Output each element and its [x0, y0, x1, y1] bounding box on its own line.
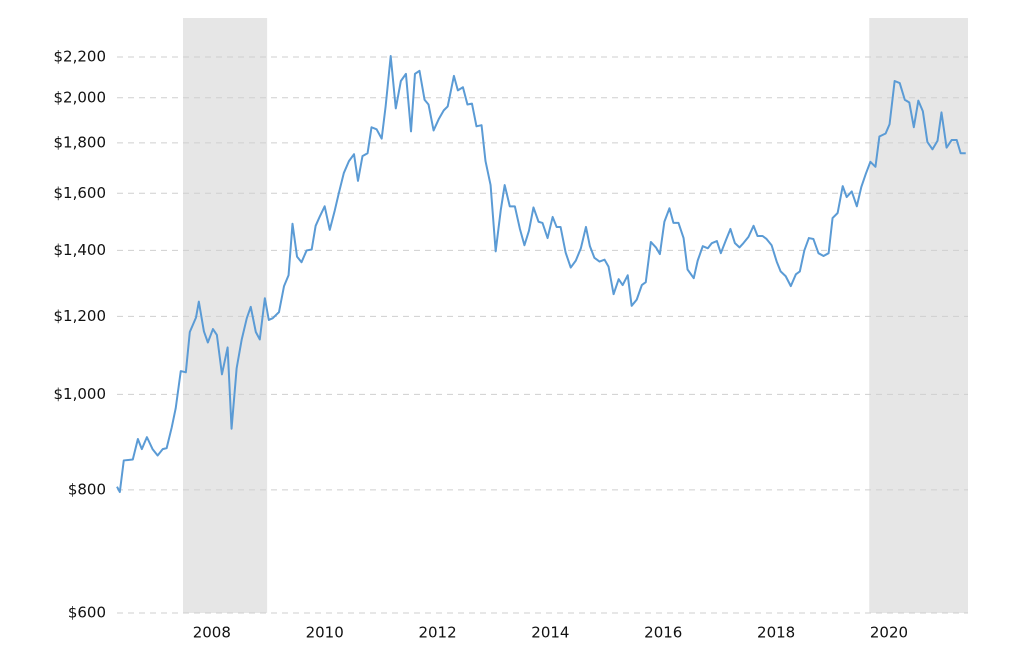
- x-tick-label: 2008: [193, 624, 231, 642]
- y-tick-label: $1,600: [54, 184, 107, 202]
- x-tick-label: 2020: [870, 624, 908, 642]
- x-tick-label: 2012: [418, 624, 456, 642]
- x-tick-label: 2010: [306, 624, 344, 642]
- y-tick-label: $600: [68, 604, 106, 622]
- y-tick-label: $1,000: [54, 385, 107, 403]
- y-tick-label: $2,000: [54, 88, 107, 106]
- y-tick-label: $1,400: [54, 241, 107, 259]
- x-tick-label: 2018: [757, 624, 795, 642]
- y-tick-label: $1,800: [54, 133, 107, 151]
- x-tick-label: 2014: [531, 624, 569, 642]
- y-tick-label: $2,200: [54, 48, 107, 66]
- x-tick-label: 2016: [644, 624, 682, 642]
- y-tick-label: $800: [68, 480, 106, 498]
- y-tick-label: $1,200: [54, 307, 107, 325]
- price-line: [116, 55, 966, 494]
- shaded-range: [869, 18, 968, 613]
